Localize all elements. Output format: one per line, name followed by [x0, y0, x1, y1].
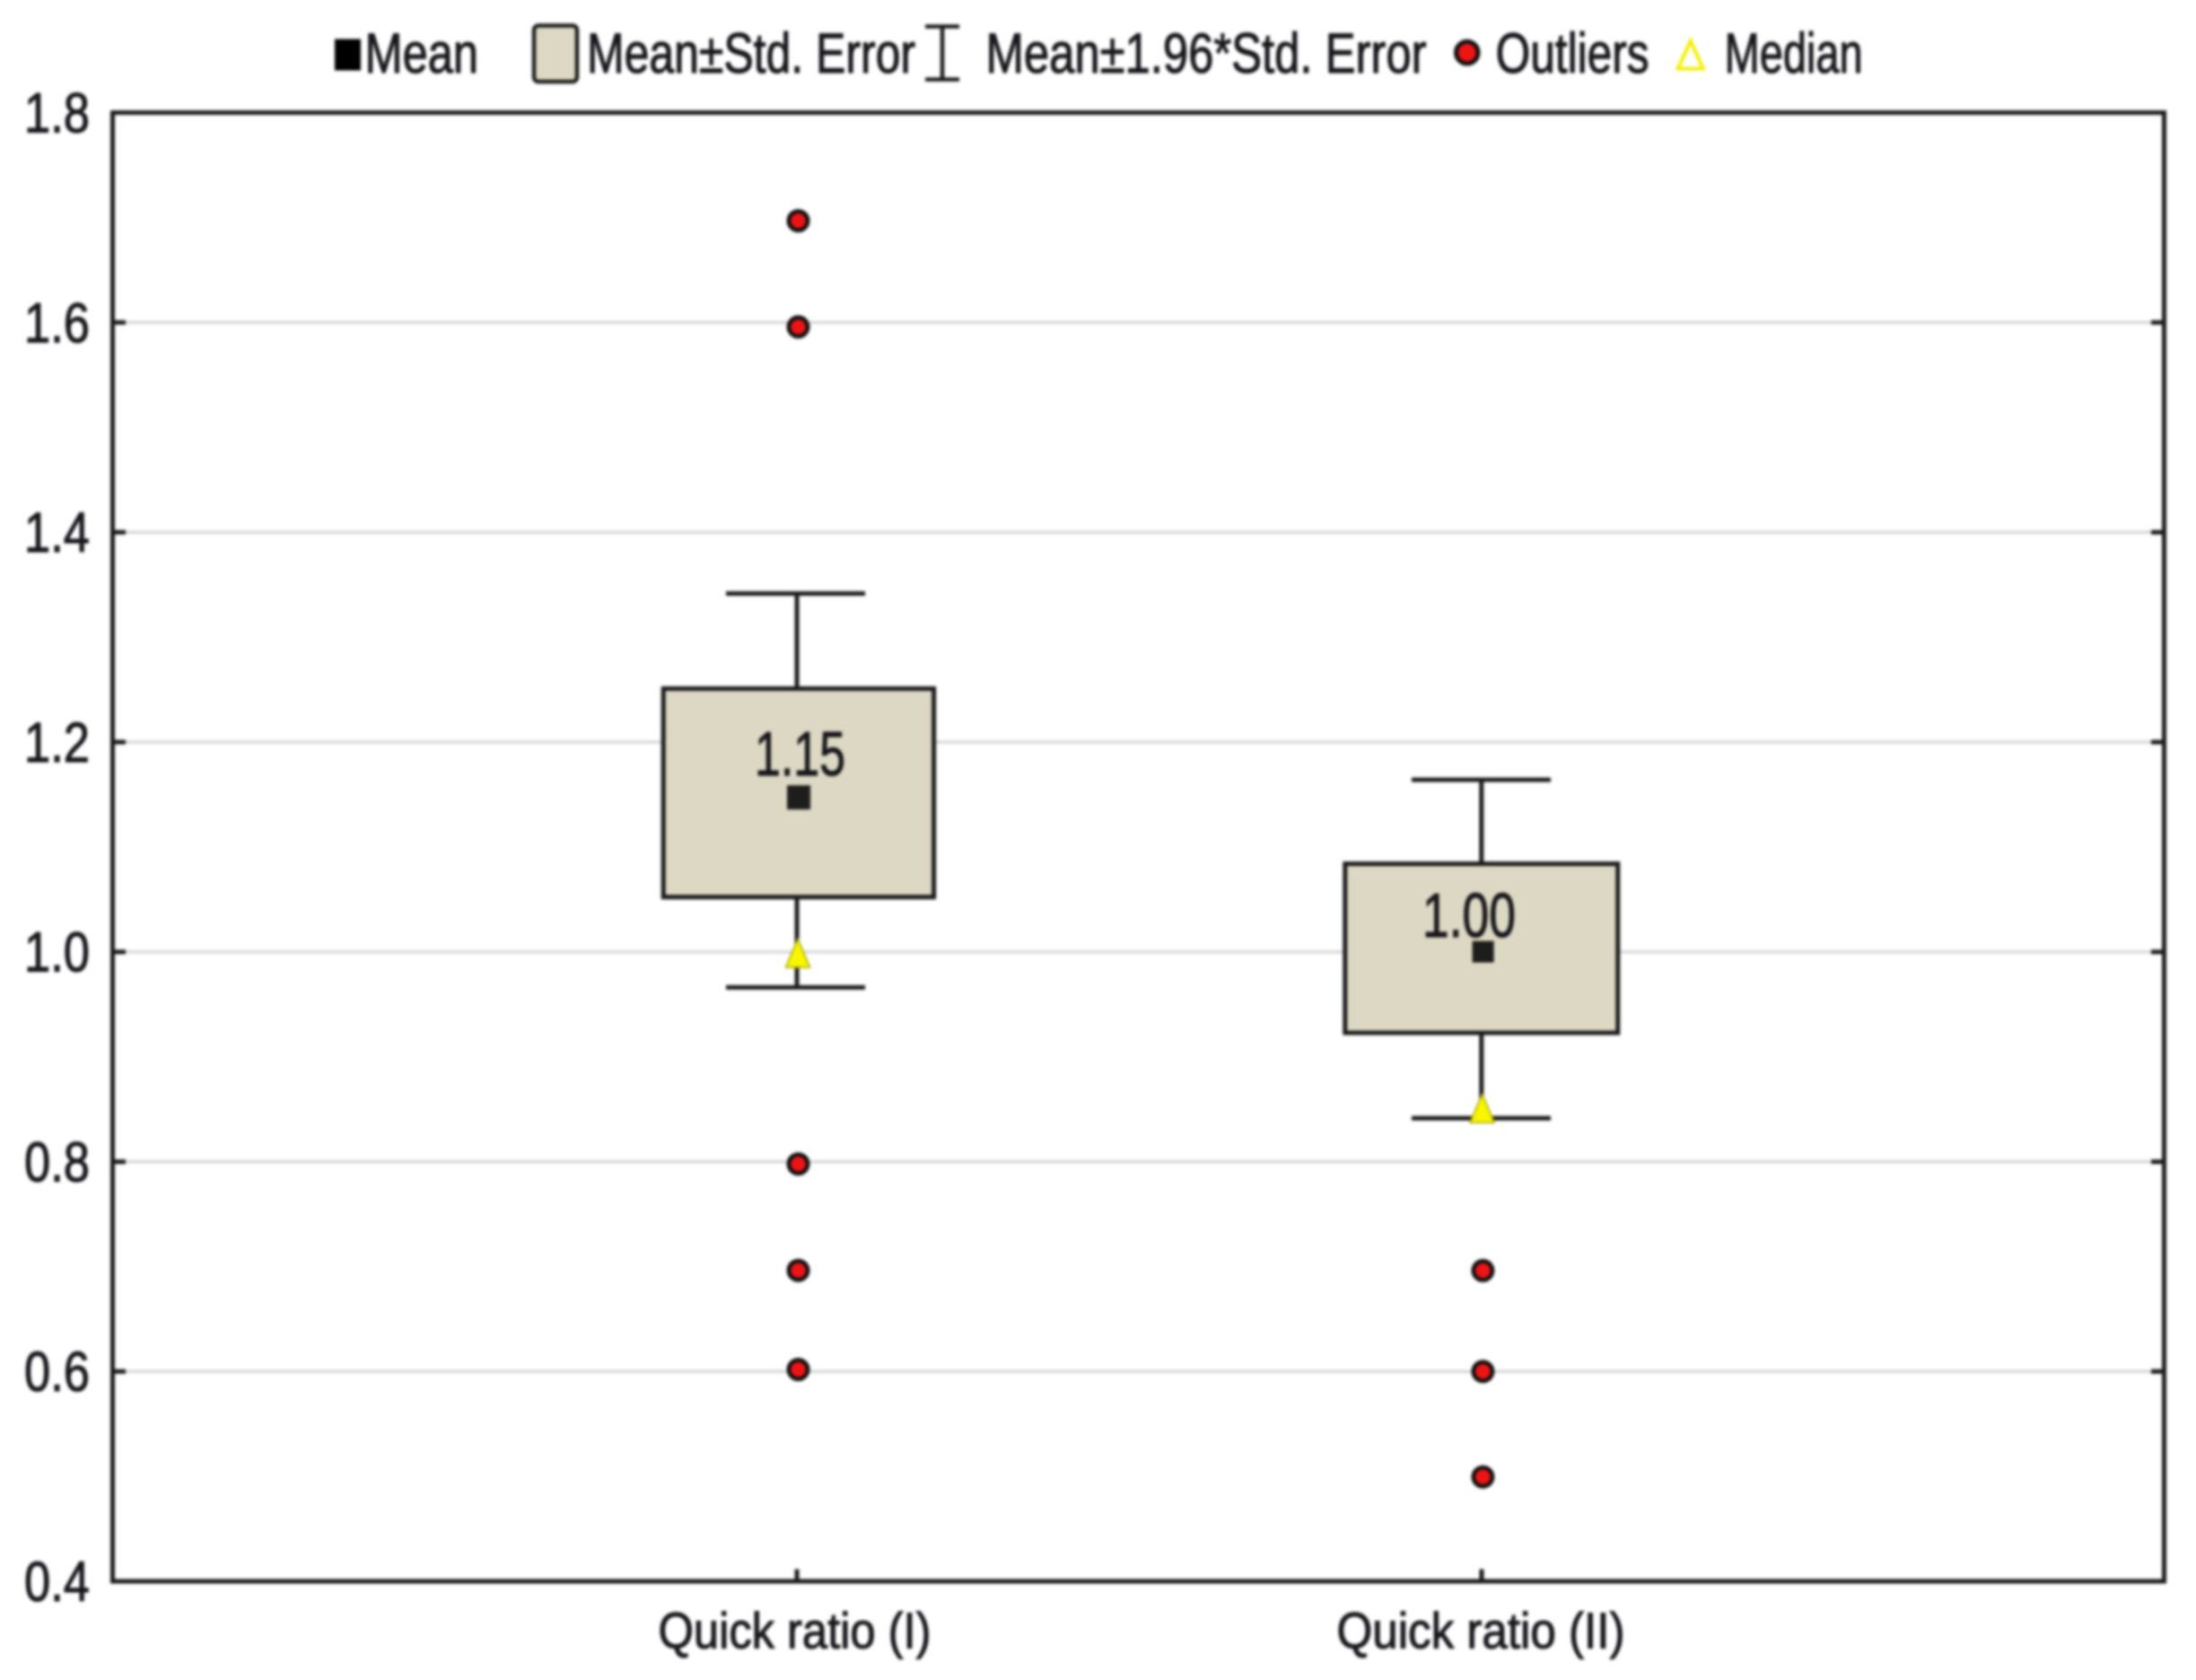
svg-text:Mean±1.96*Std. Error: Mean±1.96*Std. Error: [986, 22, 1427, 85]
svg-text:Outliers: Outliers: [1496, 22, 1649, 85]
svg-text:1.8: 1.8: [24, 83, 90, 145]
svg-text:0.6: 0.6: [24, 1341, 90, 1404]
svg-text:1.15: 1.15: [755, 719, 845, 789]
svg-text:Mean±Std. Error: Mean±Std. Error: [587, 22, 915, 85]
svg-text:Mean: Mean: [365, 22, 479, 85]
svg-text:1.00: 1.00: [1422, 880, 1516, 950]
svg-text:1.2: 1.2: [24, 712, 90, 774]
svg-text:1.6: 1.6: [24, 292, 90, 354]
svg-text:Quick ratio (I): Quick ratio (I): [659, 1603, 932, 1660]
svg-text:Median: Median: [1725, 22, 1863, 85]
svg-text:Quick ratio (II): Quick ratio (II): [1337, 1603, 1625, 1660]
svg-text:0.4: 0.4: [24, 1551, 90, 1614]
svg-text:0.8: 0.8: [24, 1132, 90, 1194]
svg-text:1.0: 1.0: [24, 922, 90, 984]
svg-text:1.4: 1.4: [24, 502, 90, 564]
